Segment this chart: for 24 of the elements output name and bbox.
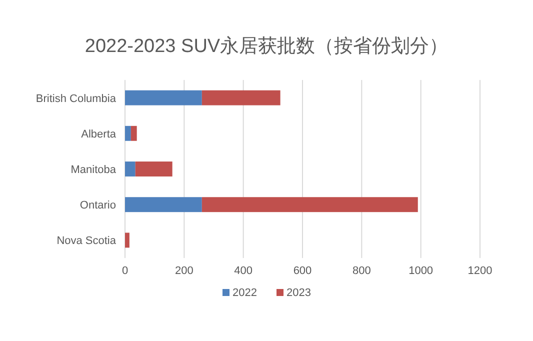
y-tick-label: British Columbia (36, 92, 117, 105)
bar (130, 126, 137, 141)
x-tick-label: 400 (234, 265, 253, 277)
bar (202, 90, 280, 106)
legend-label: 2023 (286, 287, 311, 299)
x-tick-label: 1200 (468, 265, 492, 277)
legend-label: 2022 (232, 287, 257, 299)
chart-title: 2022-2023 SUV永居获批数（按省份划分） (84, 35, 448, 57)
y-tick-label: Manitoba (70, 164, 117, 176)
bar (125, 126, 131, 141)
bar (125, 90, 202, 106)
x-tick-label: 200 (174, 265, 194, 277)
bar (202, 197, 418, 212)
x-tick-label: 1000 (408, 265, 434, 277)
y-tick-label: Ontario (80, 200, 116, 212)
bar (125, 162, 136, 176)
bar (125, 232, 130, 248)
bar (125, 197, 202, 212)
x-tick-label: 800 (352, 265, 371, 277)
y-tick-label: Alberta (81, 128, 117, 140)
x-tick-label: 0 (122, 265, 128, 277)
y-tick-label: Nova Scotia (56, 235, 117, 248)
bar (135, 162, 172, 176)
x-tick-label: 600 (293, 265, 312, 277)
